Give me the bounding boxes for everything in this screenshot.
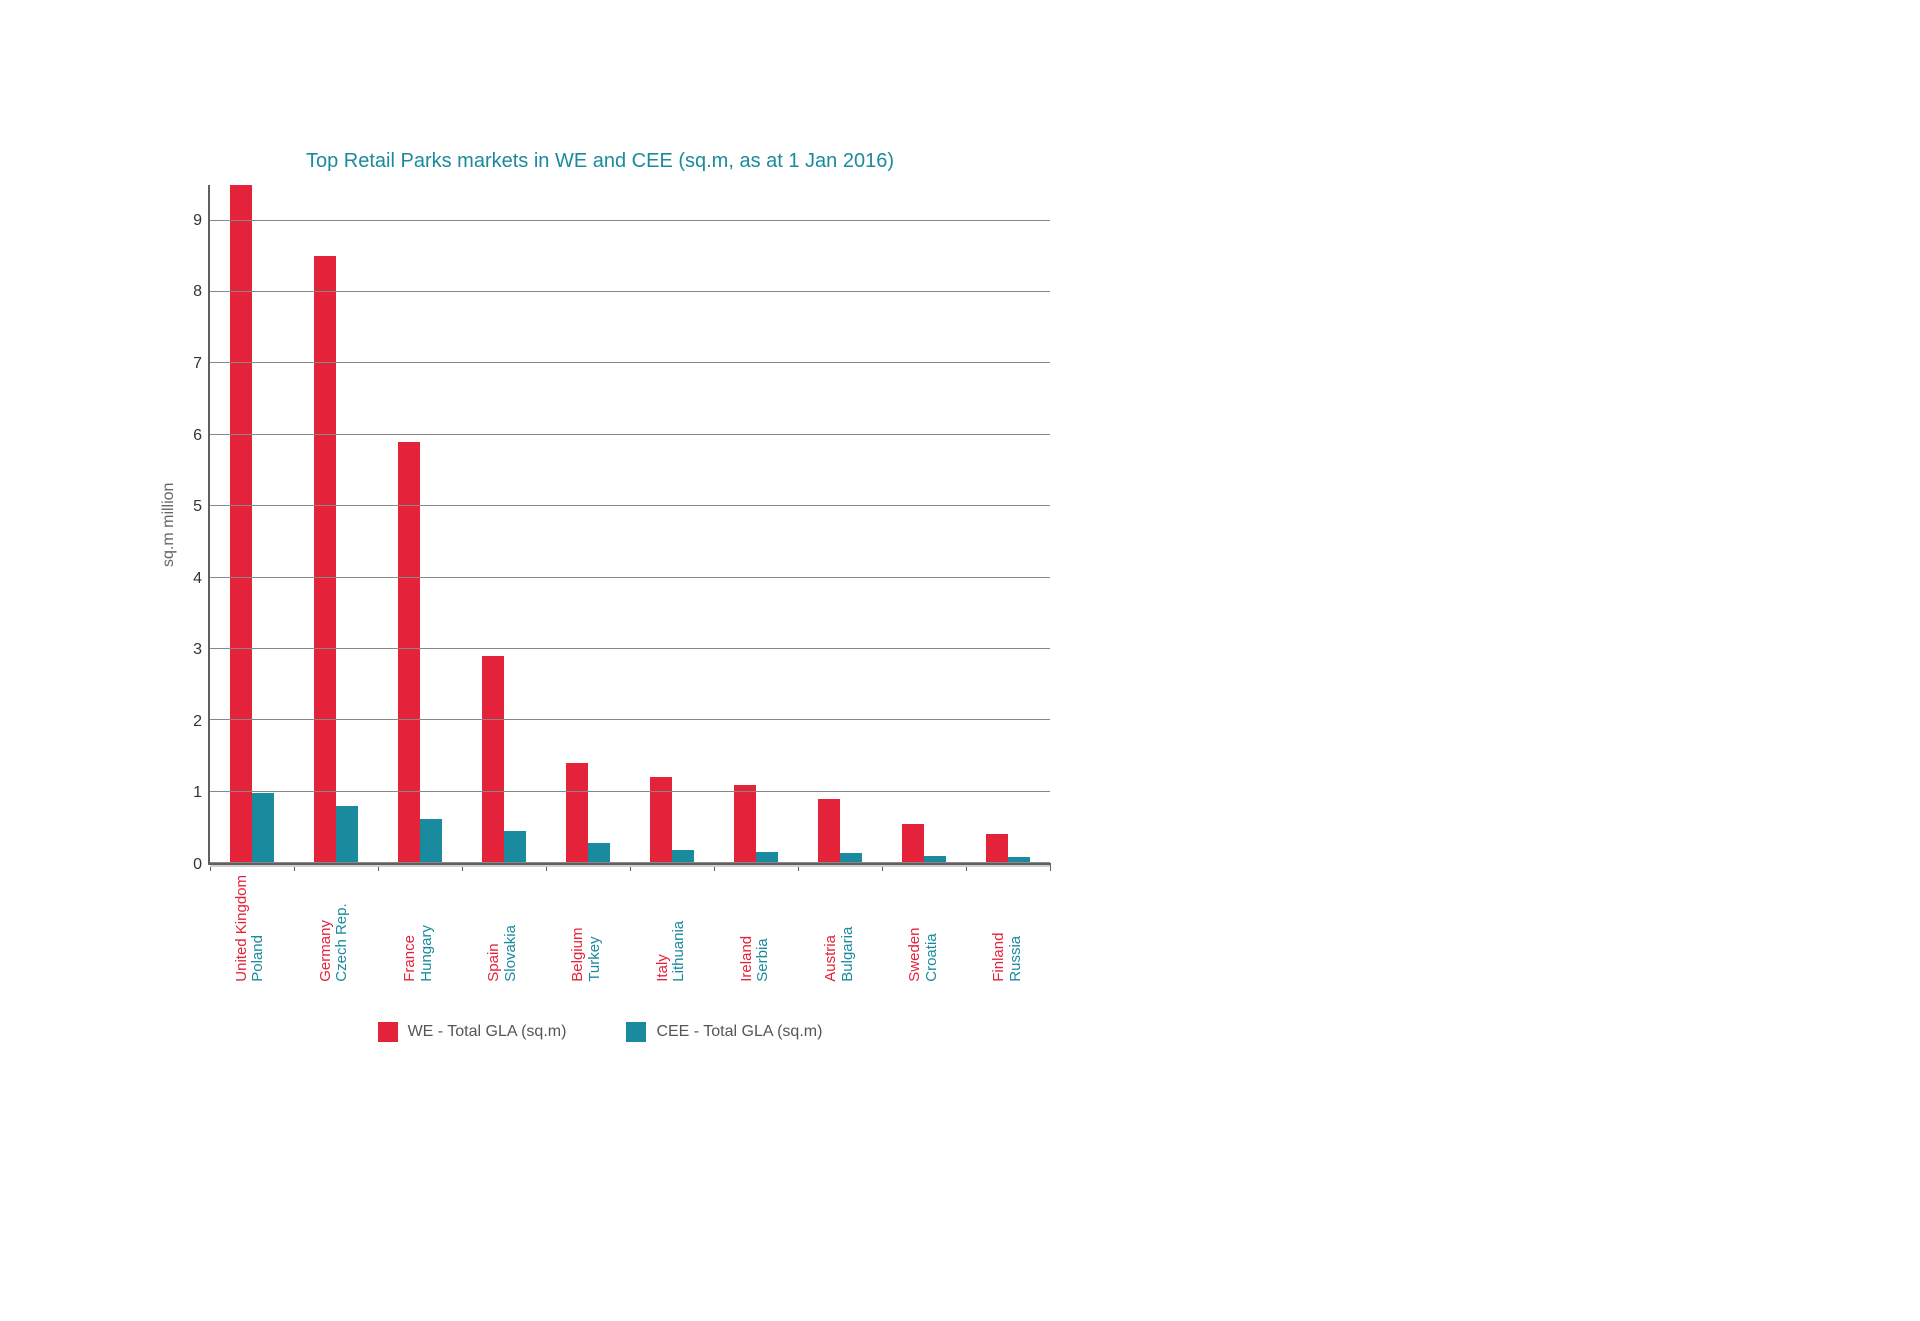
gridline	[210, 362, 1050, 363]
bar-we	[986, 834, 1008, 863]
bar-pair	[966, 185, 1050, 863]
y-tick-label: 4	[193, 570, 202, 588]
bar-we	[230, 185, 252, 863]
bar-cee	[252, 793, 274, 863]
legend-swatch-we	[378, 1022, 398, 1042]
x-label-we: Austria	[823, 875, 840, 982]
legend-item-cee: CEE - Total GLA (sq.m)	[626, 1022, 822, 1042]
y-tick-label: 7	[193, 355, 202, 373]
legend-swatch-cee	[626, 1022, 646, 1042]
y-tick-label: 9	[193, 212, 202, 230]
x-tick	[882, 863, 883, 871]
gridline	[210, 577, 1050, 578]
gridline	[210, 505, 1050, 506]
x-tick	[294, 863, 295, 871]
x-label-pair: SwedenCroatia	[882, 865, 966, 982]
x-tick	[966, 863, 967, 871]
legend-item-we: WE - Total GLA (sq.m)	[378, 1022, 567, 1042]
chart-legend: WE - Total GLA (sq.m) CEE - Total GLA (s…	[150, 1022, 1050, 1042]
x-tick	[546, 863, 547, 871]
bar-cee	[420, 819, 442, 863]
x-label-pair: SpainSlovakia	[461, 865, 545, 982]
gridline	[210, 648, 1050, 649]
gridline	[210, 434, 1050, 435]
bar-pair	[546, 185, 630, 863]
y-axis: 0123456789	[178, 185, 208, 865]
x-tick	[210, 863, 211, 871]
gridline	[210, 791, 1050, 792]
legend-label-cee: CEE - Total GLA (sq.m)	[656, 1023, 822, 1041]
x-label-cee: Croatia	[924, 875, 941, 982]
x-label-pair: IrelandSerbia	[713, 865, 797, 982]
bar-cee	[588, 843, 610, 863]
x-label-cee: Czech Rep.	[334, 875, 351, 982]
x-label-pair: GermanyCzech Rep.	[292, 865, 376, 982]
gridline	[210, 220, 1050, 221]
x-label-we: United Kingdom	[234, 875, 251, 982]
x-label-cee: Slovakia	[503, 875, 520, 982]
bar-pair	[462, 185, 546, 863]
y-tick-label: 2	[193, 713, 202, 731]
x-label-cee: Hungary	[419, 875, 436, 982]
bar-we	[566, 763, 588, 863]
x-tick	[630, 863, 631, 871]
bar-we	[902, 824, 924, 863]
x-label-we: Italy	[655, 875, 672, 982]
gridline	[210, 291, 1050, 292]
x-label-we: Finland	[991, 875, 1008, 982]
bar-we	[734, 785, 756, 864]
gridline	[210, 719, 1050, 720]
bar-we	[482, 656, 504, 863]
x-label-we: France	[402, 875, 419, 982]
retail-parks-chart: Top Retail Parks markets in WE and CEE (…	[150, 150, 1050, 1070]
x-tick	[378, 863, 379, 871]
y-tick-label: 3	[193, 641, 202, 659]
x-tick	[1050, 863, 1051, 871]
bar-pair	[882, 185, 966, 863]
x-label-cee: Turkey	[587, 875, 604, 982]
bar-pair	[630, 185, 714, 863]
y-tick-label: 0	[193, 856, 202, 874]
x-tick	[798, 863, 799, 871]
legend-label-we: WE - Total GLA (sq.m)	[408, 1023, 567, 1041]
x-label-pair: United KingdomPoland	[208, 865, 292, 982]
y-axis-label: sq.m million	[150, 185, 178, 865]
x-label-pair: BelgiumTurkey	[545, 865, 629, 982]
y-tick-label: 1	[193, 784, 202, 802]
x-label-we: Belgium	[570, 875, 587, 982]
x-label-cee: Serbia	[755, 875, 772, 982]
bar-pair	[378, 185, 462, 863]
plot-area	[208, 185, 1050, 865]
x-label-we: Spain	[486, 875, 503, 982]
bar-pair	[714, 185, 798, 863]
y-tick-label: 6	[193, 427, 202, 445]
y-tick-label: 5	[193, 498, 202, 516]
bar-pair	[294, 185, 378, 863]
bar-we	[818, 799, 840, 863]
x-label-we: Ireland	[739, 875, 756, 982]
x-tick	[462, 863, 463, 871]
bar-cee	[504, 831, 526, 863]
x-label-cee: Poland	[250, 875, 267, 982]
x-axis-labels-row: United KingdomPolandGermanyCzech Rep.Fra…	[178, 865, 1050, 982]
x-label-cee: Lithuania	[671, 875, 688, 982]
bars-container	[210, 185, 1050, 863]
x-label-we: Sweden	[907, 875, 924, 982]
x-label-we: Germany	[318, 875, 335, 982]
bar-pair	[798, 185, 882, 863]
x-label-pair: ItalyLithuania	[629, 865, 713, 982]
bar-cee	[336, 806, 358, 863]
x-label-cee: Russia	[1008, 875, 1025, 982]
x-tick	[714, 863, 715, 871]
chart-title: Top Retail Parks markets in WE and CEE (…	[150, 150, 1050, 173]
x-label-pair: FranceHungary	[376, 865, 460, 982]
x-label-pair: AustriaBulgaria	[797, 865, 881, 982]
plot-area-row: sq.m million 0123456789	[150, 185, 1050, 865]
x-axis-labels: United KingdomPolandGermanyCzech Rep.Fra…	[208, 865, 1050, 982]
x-label-cee: Bulgaria	[840, 875, 857, 982]
bar-we	[314, 256, 336, 863]
y-tick-label: 8	[193, 283, 202, 301]
bar-pair	[210, 185, 294, 863]
x-label-pair: FinlandRussia	[966, 865, 1050, 982]
